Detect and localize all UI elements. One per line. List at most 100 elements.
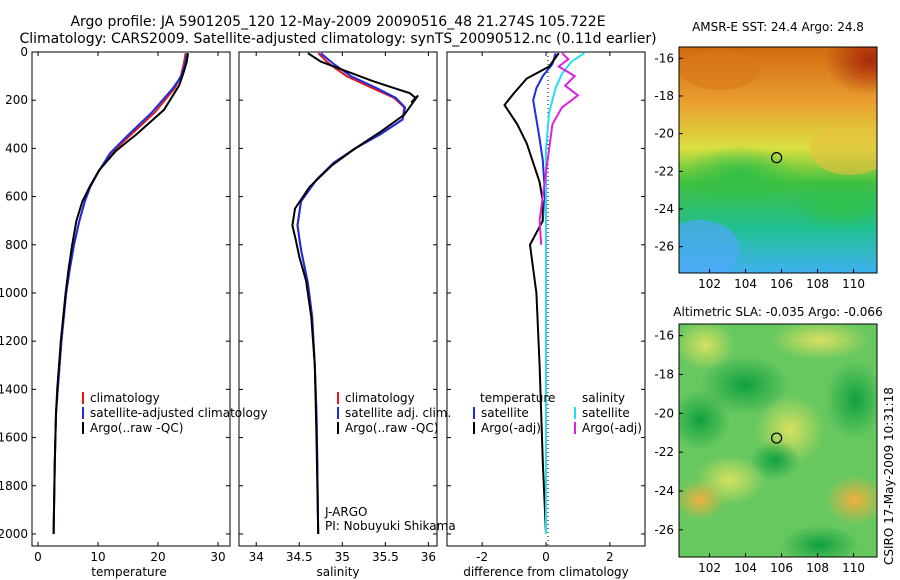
map-y-tick-label: -18 [654, 367, 674, 381]
map-y-tick-label: -20 [654, 127, 674, 141]
x-tick-label: -2 [476, 550, 488, 564]
salinity-legend: climatology satellite adj. clim. Argo(..… [337, 391, 451, 435]
series-line-salinity-argo-adj- [538, 52, 580, 245]
sst-map-frame [678, 46, 878, 274]
difference-x-axis: -2 0 2 [476, 52, 614, 564]
y-tick-label: 400 [5, 141, 28, 155]
series-line-climatology [52, 53, 187, 535]
legend-temp-satellite: satellite [481, 406, 529, 420]
map-x-tick-label: 108 [806, 277, 829, 291]
temperature-legend: climatology satellite-adjusted climatolo… [82, 391, 268, 435]
y-tick-label: 1800 [0, 479, 28, 493]
pi-label: PI: Nobuyuki Shikama [325, 519, 456, 533]
map-y-tick-label: -22 [654, 164, 674, 178]
map-y-tick-label: -24 [654, 202, 674, 216]
y-tick-label: 1600 [0, 431, 28, 445]
y-tick-label: 2000 [0, 527, 28, 541]
legend-salinity-header: salinity [582, 391, 625, 405]
y-tick-label: 600 [5, 190, 28, 204]
salinity-xlabel: salinity [316, 565, 359, 579]
temperature-xlabel: temperature [91, 565, 166, 579]
map-x-tick-label: 102 [698, 561, 721, 575]
legend-climatology: climatology [90, 391, 160, 405]
x-tick-label: 30 [210, 550, 225, 564]
map-x-tick-label: 104 [734, 277, 757, 291]
legend-sal-argo: Argo(-adj) [582, 421, 642, 435]
legend-temp-argo: Argo(-adj) [481, 421, 541, 435]
difference-legend: temperature satellite Argo(-adj) salinit… [473, 391, 642, 435]
y-tick-label: 1000 [0, 286, 28, 300]
series-line-satellite-adjusted-climatology [52, 52, 189, 535]
legend-argo: Argo(..raw -QC) [90, 421, 183, 435]
salinity-panel: 34 34.5 35 35.5 36 salinity climatology sate… [238, 51, 456, 579]
sla-map-frame [678, 323, 878, 558]
series-line-salinity-satellite [545, 52, 585, 534]
sla-map-title: Altimetric SLA: -0.035 Argo: -0.066 [673, 305, 882, 319]
difference-xlabel: difference from climatology [463, 565, 629, 579]
depth-axis: 0 200 400 600 800 1000 1200 1400 1600 1800 2000 [0, 45, 230, 541]
sst-field [679, 47, 877, 273]
map-y-tick-label: -16 [654, 51, 674, 65]
map-y-tick-label: -24 [654, 484, 674, 498]
x-tick-label: 2 [606, 550, 614, 564]
map-x-tick-label: 108 [806, 561, 829, 575]
csiro-timestamp: CSIRO 17-May-2009 10:31:18 [882, 387, 896, 565]
legend-climatology: climatology [345, 391, 415, 405]
legend-satellite-adjusted: satellite-adjusted climatology [90, 406, 268, 420]
argo-location-marker [770, 152, 783, 164]
map-x-tick-label: 110 [842, 277, 865, 291]
temperature-axes-frame [31, 51, 231, 547]
argo-location-marker [770, 432, 783, 444]
y-tick-label: 800 [5, 238, 28, 252]
x-tick-label: 34.5 [286, 550, 313, 564]
series-line-argo-raw-qc- [52, 53, 189, 535]
map-x-tick-label: 110 [842, 561, 865, 575]
y-tick-label: 0 [20, 45, 28, 59]
legend-satellite-adj: satellite adj. clim. [345, 406, 451, 420]
series-line-argo-raw-qc- [291, 52, 419, 535]
figure-title-line1: Argo profile: JA 5901205_120 12-May-2009… [70, 14, 605, 30]
temperature-panel: 0 200 400 600 800 1000 1200 1400 1600 1800 2000 0 1… [0, 45, 268, 579]
map-y-tick-label: -18 [654, 89, 674, 103]
y-tick-label: 1400 [0, 382, 28, 396]
legend-sal-satellite: satellite [582, 406, 630, 420]
salinity-axes-frame [238, 51, 438, 547]
temperature-series [52, 52, 189, 535]
map-y-tick-label: -20 [654, 406, 674, 420]
salinity-series [291, 52, 419, 535]
x-tick-label: 36 [421, 550, 436, 564]
x-tick-label: 35 [335, 550, 350, 564]
map-x-tick-label: 104 [734, 561, 757, 575]
x-tick-label: 35.5 [372, 550, 399, 564]
sla-field [679, 324, 877, 557]
y-tick-label: 200 [5, 93, 28, 107]
x-tick-label: 0 [542, 550, 550, 564]
map-y-tick-label: -26 [654, 240, 674, 254]
temperature-x-axis: 0 10 20 30 [34, 52, 226, 564]
sla-map-axes: 102 104 106 108 110 -16 -18 -20 -22 -24 -26 [654, 329, 865, 575]
x-tick-label: 20 [150, 550, 165, 564]
salinity-depth-ticks [239, 51, 437, 535]
salinity-x-axis: 34 34.5 35 35.5 36 [249, 52, 436, 564]
y-tick-label: 1200 [0, 334, 28, 348]
legend-argo: Argo(..raw -QC) [345, 421, 438, 435]
map-y-tick-label: -26 [654, 523, 674, 537]
x-tick-label: 10 [90, 550, 105, 564]
sst-map-axes: 102 104 106 108 110 -16 -18 -20 -22 -24 -26 [654, 51, 865, 291]
sst-map-title: AMSR-E SST: 24.4 Argo: 24.8 [692, 20, 864, 34]
sla-map: Altimetric SLA: -0.035 Argo: -0.066 102 1… [654, 305, 882, 575]
map-x-tick-label: 106 [770, 277, 793, 291]
difference-panel: -2 0 2 difference from climatology tempera… [446, 51, 646, 579]
map-y-tick-label: -22 [654, 445, 674, 459]
program-label: J-ARGO [324, 505, 367, 519]
sst-map: AMSR-E SST: 24.4 Argo: 24.8 102 104 106 108… [654, 20, 878, 291]
map-x-tick-label: 102 [698, 277, 721, 291]
legend-temperature-header: temperature [480, 391, 555, 405]
figure-title-line2: Climatology: CARS2009. Satellite-adjuste… [19, 31, 656, 47]
difference-series [503, 52, 585, 535]
map-x-tick-label: 106 [770, 561, 793, 575]
series-line-temperature-argo-adj- [503, 52, 560, 535]
map-y-tick-label: -16 [654, 329, 674, 343]
x-tick-label: 0 [34, 550, 42, 564]
